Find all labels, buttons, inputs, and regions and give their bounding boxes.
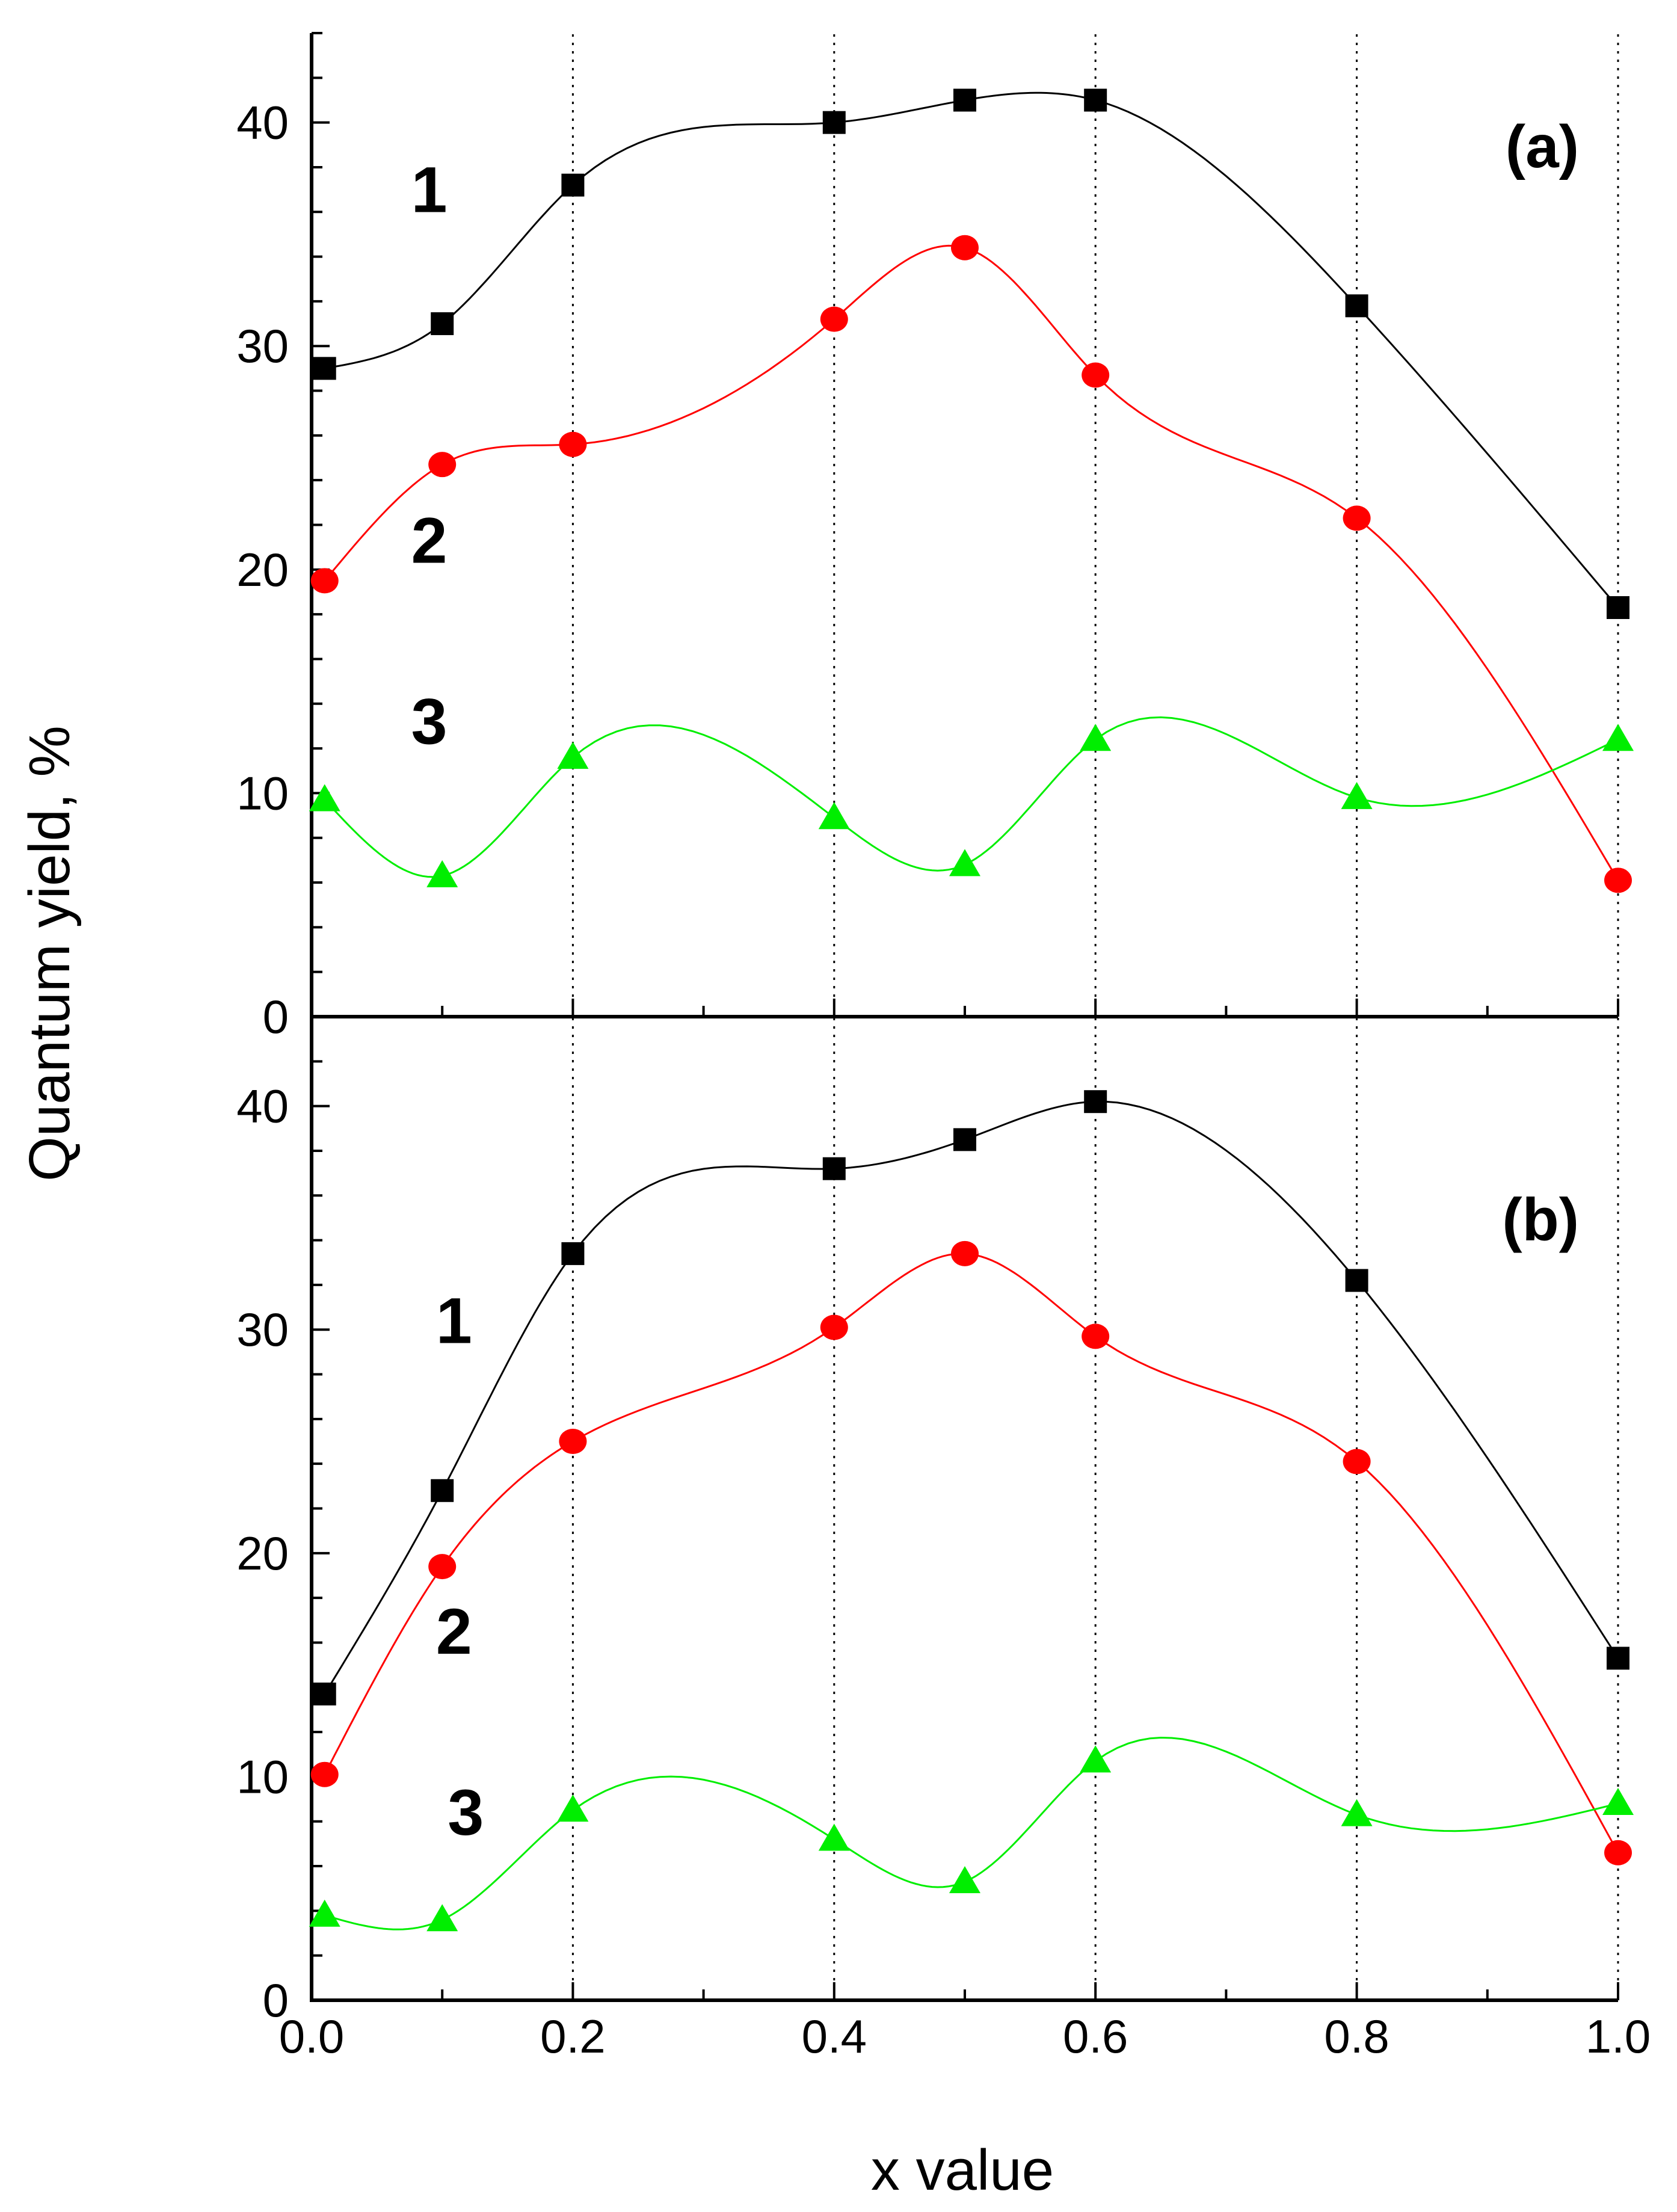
curve-number-label: 1 <box>411 153 447 226</box>
data-point-series-3 <box>557 741 589 769</box>
panel-a: 0 10 20 30 40 1 2 3 (a) <box>236 32 1634 1043</box>
y-axis-title: Quantum yield, % <box>17 726 82 1181</box>
data-point-series-1 <box>822 1157 846 1180</box>
data-point-series-3 <box>949 1866 980 1894</box>
data-point-series-3 <box>1341 1799 1373 1826</box>
data-point-series-2 <box>951 235 979 260</box>
fit-curve-3 <box>324 1736 1619 1930</box>
y-tick-label: 0 <box>263 1974 289 2027</box>
fit-curve-2 <box>324 1252 1619 1853</box>
data-point-series-3 <box>309 784 340 812</box>
data-point-series-3 <box>1602 724 1634 751</box>
y-tick-label: 0 <box>263 990 289 1043</box>
data-point-series-3 <box>1341 781 1373 809</box>
x-tick-label: 0.2 <box>540 2010 605 2063</box>
data-point-series-2 <box>310 1761 339 1787</box>
data-point-series-2 <box>1604 867 1632 893</box>
x-tick-label: 1.0 <box>1586 2010 1651 2063</box>
y-tick-label: 40 <box>236 1080 289 1133</box>
data-point-series-1 <box>1084 1090 1107 1114</box>
data-point-series-2 <box>1082 1323 1110 1349</box>
x-axis-title: x value <box>871 2138 1054 2202</box>
data-point-series-2 <box>951 1240 979 1266</box>
data-point-series-1 <box>953 88 976 112</box>
x-tick-label: 0.0 <box>279 2010 344 2063</box>
data-point-series-1 <box>313 357 336 380</box>
data-point-series-3 <box>557 1795 589 1822</box>
data-point-series-3 <box>1080 724 1112 751</box>
curve-number-label: 3 <box>448 1776 484 1849</box>
data-point-series-3 <box>818 802 850 830</box>
data-point-series-1 <box>1345 1269 1368 1292</box>
data-point-series-1 <box>953 1128 976 1151</box>
x-tick-label: 0.6 <box>1063 2010 1128 2063</box>
data-point-series-3 <box>309 1899 340 1927</box>
y-tick-label: 30 <box>236 319 289 372</box>
panel-label: (a) <box>1506 113 1579 180</box>
y-tick-label: 20 <box>236 1527 289 1580</box>
data-point-series-2 <box>428 1554 457 1580</box>
data-point-series-1 <box>561 1242 585 1265</box>
data-point-series-2 <box>1343 505 1371 531</box>
x-tick-label: 0.4 <box>802 2010 867 2063</box>
curve-number-label: 2 <box>436 1595 472 1668</box>
data-point-series-1 <box>561 173 585 197</box>
data-point-series-1 <box>1084 88 1107 112</box>
fit-curve-3 <box>324 716 1619 878</box>
curve-number-label: 3 <box>411 685 447 758</box>
data-point-series-1 <box>822 111 846 134</box>
panel-label: (b) <box>1502 1186 1579 1254</box>
data-point-series-1 <box>431 1479 454 1502</box>
data-point-series-2 <box>820 1314 848 1340</box>
fit-curve-2 <box>324 244 1619 881</box>
curve-number-label: 2 <box>411 504 447 577</box>
data-point-series-2 <box>1082 362 1110 388</box>
data-point-series-2 <box>428 452 457 478</box>
fit-curve-1 <box>324 91 1619 608</box>
panel-b: 0 10 20 30 40 1 2 3 (b) 0.0 0.2 0.4 0.6 0.8 1.0 <box>236 1015 1651 2063</box>
data-point-series-2 <box>820 306 848 332</box>
data-point-series-1 <box>1607 596 1629 619</box>
data-point-series-1 <box>313 1682 336 1705</box>
data-point-series-3 <box>1602 1788 1634 1815</box>
data-point-series-3 <box>426 1904 458 1932</box>
data-point-series-1 <box>431 312 454 336</box>
data-point-series-3 <box>949 849 980 876</box>
y-tick-label: 10 <box>236 1750 289 1803</box>
data-point-series-2 <box>559 431 587 457</box>
y-tick-label: 20 <box>236 543 289 596</box>
data-point-series-1 <box>1607 1647 1629 1670</box>
data-point-series-3 <box>818 1823 850 1851</box>
data-point-series-1 <box>1345 294 1368 318</box>
data-point-series-2 <box>559 1429 587 1455</box>
data-point-series-2 <box>1604 1840 1632 1865</box>
x-tick-label: 0.8 <box>1324 2010 1389 2063</box>
data-point-series-2 <box>1343 1449 1371 1474</box>
fit-curve-1 <box>324 1100 1619 1695</box>
data-point-series-2 <box>310 568 339 594</box>
curve-number-label: 1 <box>436 1284 472 1357</box>
y-tick-label: 40 <box>236 96 289 149</box>
y-tick-label: 30 <box>236 1303 289 1356</box>
y-tick-label: 10 <box>236 766 289 819</box>
data-point-series-3 <box>1080 1745 1112 1773</box>
data-point-series-3 <box>426 860 458 887</box>
